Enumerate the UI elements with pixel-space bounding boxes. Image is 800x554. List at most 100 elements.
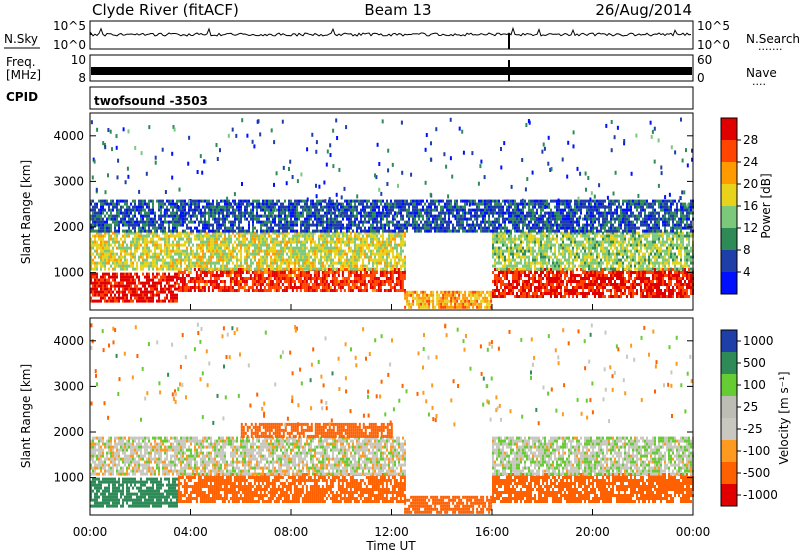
data-cell [450, 303, 452, 306]
data-cell [548, 271, 550, 274]
data-cell [92, 209, 94, 212]
data-cell [350, 286, 352, 289]
data-cell [152, 282, 154, 285]
data-cell [500, 262, 502, 265]
data-cell [136, 244, 138, 247]
data-cell [314, 244, 316, 247]
data-cell [100, 285, 102, 288]
data-cell [618, 241, 620, 244]
data-cell [492, 271, 494, 274]
data-cell [616, 262, 618, 265]
data-cell [124, 221, 126, 224]
data-cell [300, 277, 302, 280]
data-cell [690, 247, 692, 250]
data-cell [206, 235, 208, 238]
data-cell [138, 230, 140, 233]
data-cell [140, 235, 142, 238]
data-cell [572, 259, 574, 262]
data-cell [142, 294, 144, 297]
data-cell [662, 238, 664, 241]
data-cell [392, 277, 394, 280]
data-cell [342, 277, 344, 280]
data-cell [398, 235, 400, 238]
data-cell [284, 235, 286, 238]
data-cell [552, 289, 554, 292]
data-cell [318, 259, 320, 262]
data-cell [508, 271, 510, 274]
data-cell [476, 306, 478, 309]
data-cell [642, 244, 644, 247]
data-cell [162, 265, 164, 268]
data-cell [376, 268, 378, 271]
data-cell [136, 206, 138, 209]
data-cell [152, 288, 154, 291]
data-cell [554, 244, 556, 247]
data-cell [500, 292, 502, 295]
data-cell [322, 268, 324, 271]
data-cell [514, 274, 516, 277]
data-cell [640, 283, 642, 286]
data-cell [244, 250, 246, 253]
data-cell [672, 286, 674, 289]
data-cell [266, 277, 268, 280]
data-cell [518, 256, 520, 259]
data-cell [304, 289, 306, 292]
data-cell [420, 300, 422, 303]
data-cell [618, 271, 620, 274]
data-cell [176, 253, 178, 256]
data-cell [370, 286, 372, 289]
data-cell [134, 206, 136, 209]
data-cell [452, 294, 454, 297]
data-cell [326, 238, 328, 241]
data-cell [114, 282, 116, 285]
data-cell [578, 256, 580, 259]
data-cell [244, 286, 246, 289]
data-cell [356, 274, 358, 277]
data-cell [344, 277, 346, 280]
data-cell [372, 250, 374, 253]
data-cell [104, 279, 106, 282]
data-cell [344, 262, 346, 265]
data-cell [268, 244, 270, 247]
data-cell [616, 241, 618, 244]
data-cell [124, 215, 126, 218]
data-cell [262, 244, 264, 247]
data-cell [598, 295, 600, 298]
data-cell [276, 250, 278, 253]
data-cell [174, 288, 176, 291]
data-cell [138, 244, 140, 247]
data-cell [450, 306, 452, 309]
data-cell [670, 250, 672, 253]
data-cell [550, 280, 552, 283]
data-cell [496, 256, 498, 259]
data-cell [244, 277, 246, 280]
data-cell [124, 224, 126, 227]
data-cell [650, 289, 652, 292]
data-cell [338, 262, 340, 265]
data-cell [306, 280, 308, 283]
data-cell [226, 271, 228, 274]
data-cell [244, 259, 246, 262]
data-cell [162, 279, 164, 282]
data-cell [520, 247, 522, 250]
data-cell [608, 241, 610, 244]
data-cell [250, 253, 252, 256]
data-cell [452, 306, 454, 309]
data-cell [130, 212, 132, 215]
data-cell [142, 282, 144, 285]
data-cell [136, 238, 138, 241]
data-cell [570, 283, 572, 286]
data-cell [400, 286, 402, 289]
data-cell [290, 271, 292, 274]
data-cell [260, 238, 262, 241]
data-cell [290, 253, 292, 256]
data-cell [536, 271, 538, 274]
data-cell [352, 241, 354, 244]
data-cell [570, 244, 572, 247]
data-cell [370, 277, 372, 280]
data-cell [102, 203, 104, 206]
data-cell [400, 235, 402, 238]
data-cell [506, 286, 508, 289]
data-cell [192, 253, 194, 256]
data-cell [426, 294, 428, 297]
